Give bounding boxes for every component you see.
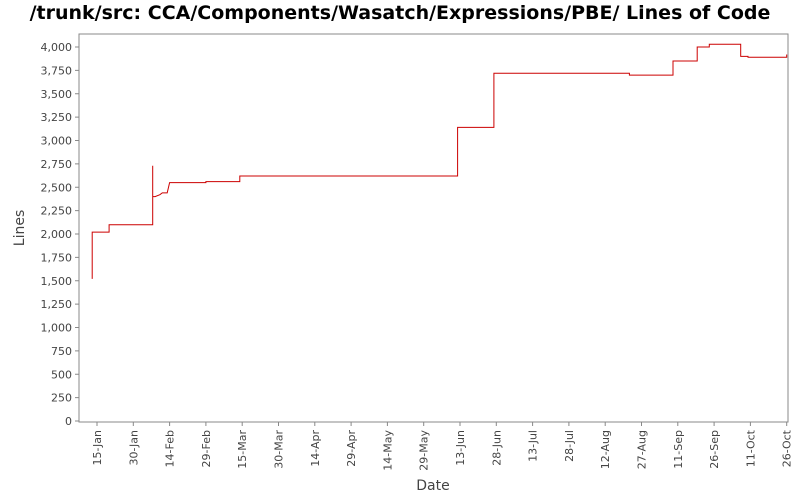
x-tick-label: 13-Jun	[454, 430, 467, 466]
x-tick-label: 29-Apr	[345, 430, 358, 467]
y-tick-label: 750	[51, 345, 72, 358]
y-tick-label: 2,000	[41, 228, 73, 241]
x-tick-label: 11-Sep	[672, 430, 685, 469]
plot-area	[78, 33, 789, 423]
x-axis-label: Date	[416, 478, 449, 494]
series-layer	[91, 43, 788, 279]
chart-title: /trunk/src: CCA/Components/Wasatch/Expre…	[29, 2, 771, 24]
x-tick-label: 13-Jul	[527, 430, 540, 462]
x-tick-label: 26-Sep	[708, 430, 721, 469]
x-tick-label: 11-Oct	[744, 429, 757, 467]
x-tick-label: 14-Apr	[309, 430, 322, 467]
x-tick-label: 30-Jan	[127, 430, 140, 466]
y-tick-label: 3,500	[41, 88, 73, 101]
y-tick-label: 3,000	[41, 135, 73, 148]
x-tick-label: 30-Mar	[273, 430, 286, 469]
y-tick-label: 1,500	[41, 275, 73, 288]
x-tick-label: 29-May	[418, 430, 431, 471]
y-tick-label: 2,750	[41, 158, 73, 171]
y-tick-label: 3,750	[41, 64, 73, 77]
x-tick-label: 29-Feb	[200, 430, 213, 467]
series-line	[91, 43, 788, 279]
y-tick-label: 4,000	[41, 41, 73, 54]
y-tick-label: 500	[51, 368, 72, 381]
x-tick-label: 26-Oct	[781, 429, 794, 467]
y-axis-label: Lines	[12, 210, 28, 246]
y-tick-label: 3,250	[41, 111, 73, 124]
x-tick-label: 27-Aug	[636, 430, 649, 469]
y-axis: 0 250 500 750 1,000 1,250 1,500 1,750 2,000 2,250…	[41, 41, 79, 428]
x-axis: 15-Jan 30-Jan 14-Feb 29-Feb 15-Mar 30-Mar 14-A…	[91, 422, 794, 471]
x-tick-label: 12-Aug	[599, 430, 612, 469]
x-tick-label: 15-Jan	[91, 430, 104, 466]
x-tick-label: 15-Mar	[236, 430, 249, 469]
y-tick-label: 2,500	[41, 181, 73, 194]
y-tick-label: 1,000	[41, 322, 73, 335]
x-tick-label: 28-Jul	[563, 430, 576, 462]
x-tick-label: 14-May	[381, 430, 394, 471]
y-tick-label: 2,250	[41, 205, 73, 218]
x-tick-label: 14-Feb	[164, 430, 177, 467]
y-tick-label: 0	[65, 415, 72, 428]
x-tick-label: 28-Jun	[490, 430, 503, 466]
y-tick-label: 1,750	[41, 251, 73, 264]
y-tick-label: 250	[51, 392, 72, 405]
y-tick-label: 1,250	[41, 298, 73, 311]
